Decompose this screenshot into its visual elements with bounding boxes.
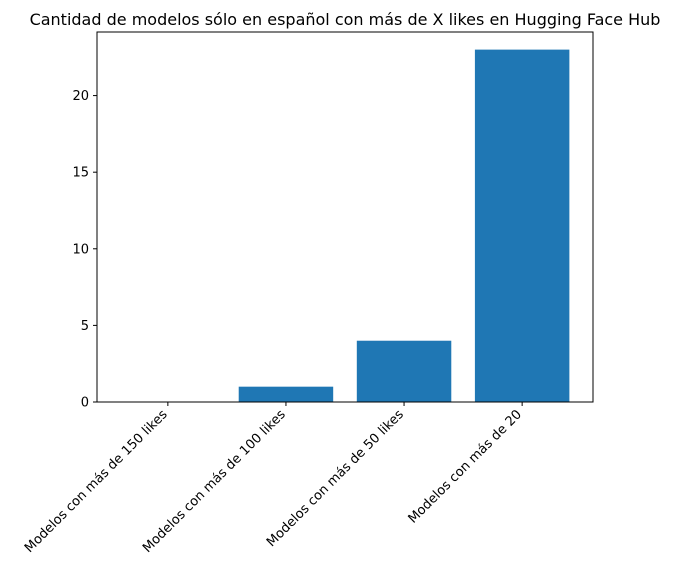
bar <box>474 49 570 403</box>
y-tick-label: 5 <box>81 319 89 334</box>
x-tick-label: Modelos con más de 50 likes <box>264 407 407 550</box>
y-tick-label: 10 <box>72 242 89 257</box>
plot-frame <box>96 31 594 403</box>
y-tick-label: 20 <box>72 89 89 104</box>
bar <box>238 386 334 402</box>
x-tick-label: Modelos con más de 20 <box>406 407 525 526</box>
x-tick-label: Modelos con más de 100 likes <box>140 407 289 556</box>
bars-layer <box>238 49 570 403</box>
bar <box>356 340 452 402</box>
y-tick-label: 0 <box>81 396 89 411</box>
axes-layer <box>96 31 594 403</box>
x-tick-label: Modelos con más de 150 likes <box>22 407 171 556</box>
chart-title: Cantidad de modelos sólo en español con … <box>30 10 661 29</box>
y-tick-label: 15 <box>72 166 89 181</box>
